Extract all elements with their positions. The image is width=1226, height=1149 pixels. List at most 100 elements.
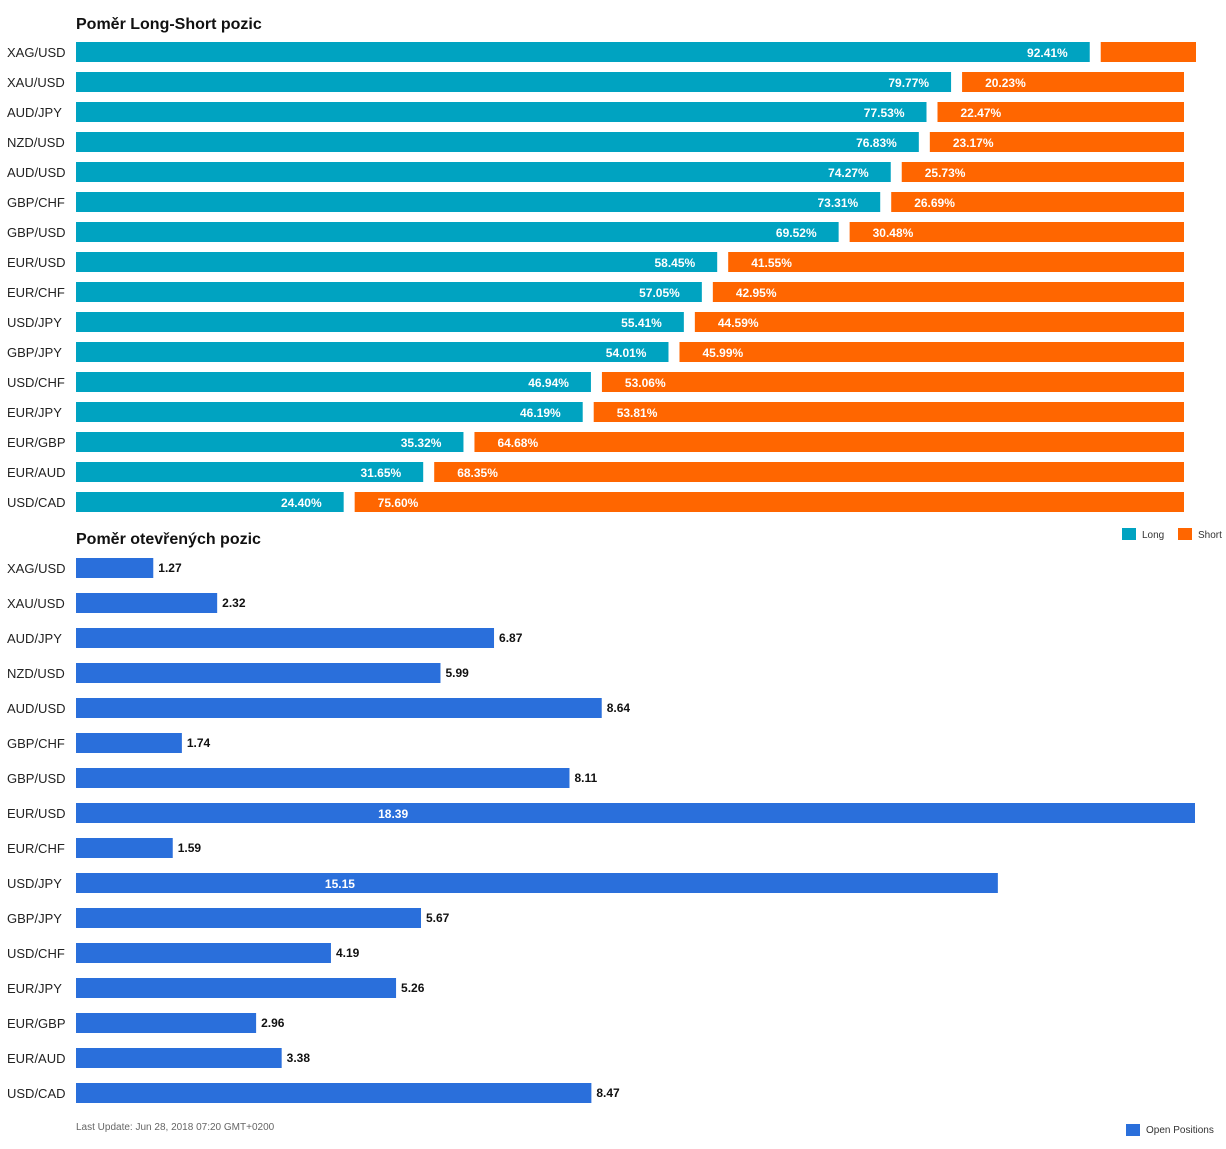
open-positions-value-label: 8.11 xyxy=(574,771,597,785)
open-positions-value-label: 5.99 xyxy=(445,666,469,680)
long-value-label: 74.27% xyxy=(828,166,869,180)
open-positions-value-label: 2.32 xyxy=(222,596,246,610)
open-positions-bar xyxy=(76,698,602,718)
open-positions-value-label: 1.59 xyxy=(178,841,202,855)
op-category-label: NZD/USD xyxy=(7,666,65,681)
long-short-title: Poměr Long-Short pozic xyxy=(76,16,262,33)
op-category-label: GBP/CHF xyxy=(7,736,65,751)
short-value-label: 30.48% xyxy=(873,226,914,240)
short-bar xyxy=(937,102,1184,122)
ls-category-label: EUR/JPY xyxy=(7,405,62,420)
long-bar xyxy=(76,252,718,272)
open-positions-value-label: 1.27 xyxy=(158,561,182,575)
open-positions-value-label: 8.47 xyxy=(596,1086,620,1100)
long-value-label: 77.53% xyxy=(864,106,905,120)
op-category-label: XAG/USD xyxy=(7,561,66,576)
long-value-label: 35.32% xyxy=(401,436,442,450)
open-positions-value-label: 5.67 xyxy=(426,911,450,925)
long-value-label: 73.31% xyxy=(818,196,859,210)
long-bar xyxy=(76,492,344,512)
ls-category-label: GBP/USD xyxy=(7,225,66,240)
open-positions-bar xyxy=(76,873,998,893)
long-bar xyxy=(76,192,881,212)
op-category-label: USD/CAD xyxy=(7,1086,66,1101)
open-positions-bar xyxy=(76,943,331,963)
open-positions-bars: XAG/USD 1.27 XAU/USD 2.32 AUD/JPY 6.87 NZD/USD… xyxy=(7,558,1195,1103)
open-positions-bar xyxy=(76,1013,257,1033)
open-positions-bar xyxy=(76,628,495,648)
op-category-label: GBP/USD xyxy=(7,771,66,786)
ls-category-label: GBP/CHF xyxy=(7,195,65,210)
long-bar xyxy=(76,222,839,242)
short-value-label: 25.73% xyxy=(925,166,966,180)
op-category-label: EUR/USD xyxy=(7,806,66,821)
ls-category-label: EUR/GBP xyxy=(7,435,66,450)
open-positions-value-label: 3.38 xyxy=(287,1051,311,1065)
ls-category-label: USD/JPY xyxy=(7,315,62,330)
op-category-label: EUR/GBP xyxy=(7,1016,66,1031)
open-positions-bar xyxy=(76,768,570,788)
open-positions-bar xyxy=(76,1048,282,1068)
legend-long-swatch xyxy=(1122,528,1136,540)
long-bar xyxy=(76,102,927,122)
short-value-label: 23.17% xyxy=(953,136,994,150)
short-value-label: 26.69% xyxy=(914,196,955,210)
ls-category-label: EUR/AUD xyxy=(7,465,66,480)
open-positions-legend: Open Positions xyxy=(1126,1124,1214,1136)
long-bar xyxy=(76,402,583,422)
legend-open-positions-label: Open Positions xyxy=(1146,1125,1214,1136)
short-bar xyxy=(712,282,1184,302)
short-bar xyxy=(929,132,1184,152)
op-category-label: GBP/JPY xyxy=(7,911,62,926)
long-value-label: 79.77% xyxy=(888,76,929,90)
ls-category-label: AUD/JPY xyxy=(7,105,62,120)
ls-category-label: NZD/USD xyxy=(7,135,65,150)
open-positions-bar xyxy=(76,908,422,928)
ls-category-label: GBP/JPY xyxy=(7,345,62,360)
legend-open-positions-swatch xyxy=(1126,1124,1140,1136)
long-bar xyxy=(76,132,919,152)
short-value-label: 41.55% xyxy=(751,256,792,270)
legend-short-label: Short xyxy=(1198,530,1222,541)
short-value-label: 44.59% xyxy=(718,316,759,330)
op-category-label: EUR/CHF xyxy=(7,841,65,856)
long-value-label: 58.45% xyxy=(654,256,695,270)
long-value-label: 76.83% xyxy=(856,136,897,150)
short-value-label: 75.60% xyxy=(378,496,419,510)
open-positions-title: Poměr otevřených pozic xyxy=(76,531,261,548)
long-value-label: 57.05% xyxy=(639,286,680,300)
short-bar xyxy=(901,162,1184,182)
short-bar xyxy=(601,372,1184,392)
long-bar xyxy=(76,432,464,452)
ls-category-label: USD/CAD xyxy=(7,495,66,510)
open-positions-bar xyxy=(76,733,182,753)
short-value-label: 53.06% xyxy=(625,376,666,390)
open-positions-chart: Poměr otevřených pozic XAG/USD 1.27 XAU/US… xyxy=(7,531,1214,1136)
short-bar xyxy=(354,492,1185,512)
op-category-label: USD/JPY xyxy=(7,876,62,891)
open-positions-bar xyxy=(76,803,1195,823)
short-value-label: 42.95% xyxy=(736,286,777,300)
open-positions-value-label: 8.64 xyxy=(607,701,631,715)
open-positions-bar xyxy=(76,978,397,998)
ls-category-label: XAU/USD xyxy=(7,75,65,90)
long-bar xyxy=(76,342,669,362)
short-bar xyxy=(679,342,1184,362)
op-category-label: USD/CHF xyxy=(7,946,65,961)
ls-category-label: EUR/USD xyxy=(7,255,66,270)
open-positions-value-label: 2.96 xyxy=(261,1016,285,1030)
long-short-bars: XAG/USD 92.41% XAU/USD 79.77% 20.23% AUD/JPY 7… xyxy=(7,42,1196,512)
short-bar xyxy=(1100,42,1196,62)
long-bar xyxy=(76,372,591,392)
last-update-text: Last Update: Jun 28, 2018 07:20 GMT+0200 xyxy=(76,1122,275,1133)
long-bar xyxy=(76,282,702,302)
short-value-label: 68.35% xyxy=(457,466,498,480)
long-short-legend: Long Short xyxy=(1122,528,1222,541)
open-positions-value-label: 5.26 xyxy=(401,981,425,995)
legend-short-swatch xyxy=(1178,528,1192,540)
open-positions-value-label: 18.39 xyxy=(378,807,408,821)
long-value-label: 46.94% xyxy=(528,376,569,390)
open-positions-bar xyxy=(76,838,173,858)
